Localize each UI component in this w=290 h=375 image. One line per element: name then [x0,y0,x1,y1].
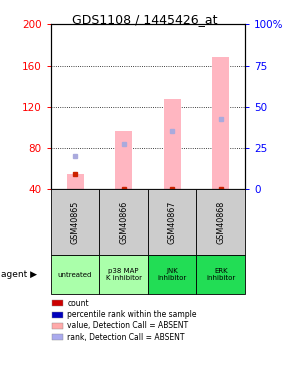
Text: GDS1108 / 1445426_at: GDS1108 / 1445426_at [72,13,218,26]
Bar [66,174,84,189]
Text: agent ▶: agent ▶ [1,270,37,279]
Text: GSM40866: GSM40866 [119,201,128,244]
Text: GSM40868: GSM40868 [216,201,225,244]
Bar [164,99,181,189]
Text: ERK
inhibitor: ERK inhibitor [206,268,235,281]
Text: untreated: untreated [58,272,92,278]
Bar [212,57,229,189]
Bar [115,130,132,189]
Text: percentile rank within the sample: percentile rank within the sample [67,310,197,319]
Text: count: count [67,299,89,308]
Text: rank, Detection Call = ABSENT: rank, Detection Call = ABSENT [67,333,185,342]
Text: JNK
inhibitor: JNK inhibitor [157,268,187,281]
Text: GSM40867: GSM40867 [168,201,177,244]
Text: value, Detection Call = ABSENT: value, Detection Call = ABSENT [67,321,188,330]
Text: GSM40865: GSM40865 [70,201,79,244]
Text: p38 MAP
K inhibitor: p38 MAP K inhibitor [106,268,142,281]
